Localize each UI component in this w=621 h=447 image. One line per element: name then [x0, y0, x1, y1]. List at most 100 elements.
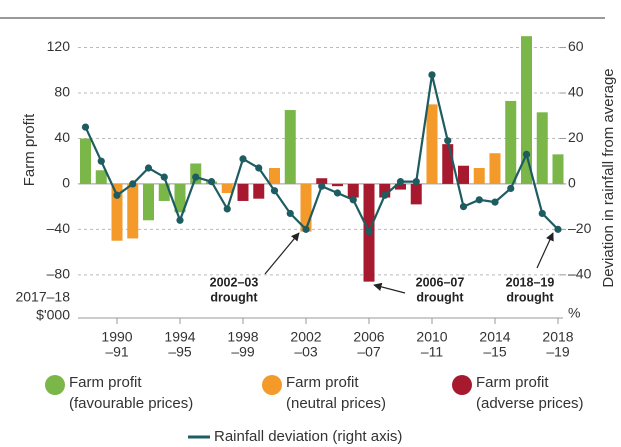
bar [489, 153, 501, 184]
bar [158, 183, 170, 201]
rainfall-point [333, 189, 342, 197]
rainfall-point [396, 178, 405, 186]
bar [521, 36, 532, 184]
bar [253, 183, 265, 199]
rainfall-point [428, 71, 436, 79]
bar [536, 112, 548, 184]
y2-axis-title: Deviation in rainfall from average [600, 68, 617, 287]
legend-swatch [452, 375, 472, 395]
rainfall-point [176, 216, 184, 224]
rainfall-line [84, 74, 559, 235]
x-tick-label: –03 [294, 344, 318, 360]
legend-label: Rainfall deviation (right axis) [214, 428, 402, 445]
legend-swatch [262, 375, 282, 395]
rainfall-point [554, 225, 562, 233]
y2-tick-label: 60 [568, 38, 584, 54]
y-tick-label: 120 [47, 38, 71, 54]
annotation: 2018–19 [506, 275, 555, 289]
bar [505, 100, 517, 184]
bar [80, 138, 91, 184]
rainfall-point [223, 205, 231, 213]
bar [127, 183, 139, 239]
rainfall-point [491, 198, 499, 206]
annotation: drought [506, 290, 554, 304]
legend-label: (neutral prices) [286, 395, 386, 412]
y-tick-label: –80 [47, 266, 71, 282]
bar [473, 168, 485, 184]
rainfall-point [270, 187, 279, 195]
x-tick-label: –11 [421, 344, 444, 360]
annotation: 2002–03 [210, 275, 259, 289]
rainfall-point [239, 155, 247, 163]
x-tick-label: –95 [168, 344, 192, 360]
bar [347, 183, 359, 198]
rainfall-point [129, 180, 137, 188]
legend-label: (adverse prices) [476, 395, 584, 412]
y2-unit: % [568, 305, 580, 321]
y-axis-title: Farm profit [21, 113, 38, 186]
rainfall-point [349, 196, 357, 204]
bar [111, 183, 123, 241]
annotation: drought [210, 290, 258, 304]
y2-tick-label: 20 [568, 129, 584, 145]
rainfall-point [302, 225, 310, 233]
x-tick-label: 2018 [542, 329, 573, 345]
x-tick-label: 2010 [416, 329, 447, 345]
y2-tick-label: –20 [568, 220, 592, 236]
rainfall-point [255, 164, 263, 172]
legend-label: (favourable prices) [69, 395, 193, 412]
rainfall-point [522, 150, 531, 158]
rainfall-point [160, 173, 168, 181]
bar [95, 170, 107, 184]
x-tick-label: 1990 [101, 329, 132, 345]
x-tick-label: 2006 [353, 329, 384, 345]
rainfall-point [318, 182, 326, 190]
x-tick-label: –07 [357, 344, 381, 360]
x-tick-label: 1998 [227, 329, 258, 345]
annotation: drought [416, 290, 464, 304]
rainfall-point [507, 184, 515, 193]
bar [426, 104, 438, 184]
x-tick-label: –19 [546, 344, 570, 360]
rainfall-point [475, 196, 483, 204]
bar [143, 183, 154, 221]
y2-tick-label: –40 [568, 266, 592, 282]
y-tick-label: 0 [62, 175, 70, 191]
x-tick-label: –91 [105, 344, 129, 360]
y-tick-label: –40 [47, 220, 71, 236]
x-tick-label: –15 [483, 344, 507, 360]
bar [237, 183, 249, 201]
rainfall-point [412, 178, 420, 186]
y-tick-label: 80 [54, 84, 70, 100]
bar [379, 183, 391, 198]
bar [174, 183, 186, 213]
bar [552, 154, 564, 184]
rainfall-point [381, 191, 389, 199]
y2-tick-label: 40 [568, 84, 584, 100]
rainfall-point [97, 157, 105, 165]
bar [410, 183, 422, 205]
x-tick-label: 2002 [290, 329, 321, 345]
rainfall-point [365, 228, 373, 236]
rainfall-point [207, 178, 216, 186]
bar [332, 183, 343, 187]
bar [269, 168, 280, 184]
annotation-arrow [264, 232, 300, 275]
rainfall-point [444, 137, 452, 145]
rainfall-point [113, 191, 121, 199]
bar [458, 165, 469, 184]
bar [316, 178, 328, 184]
rainfall-point [459, 203, 468, 211]
bar [221, 183, 233, 193]
bar [395, 183, 406, 190]
rainfall-point [538, 209, 546, 218]
y-unit: $'000 [36, 307, 70, 323]
rainfall-point [192, 173, 200, 181]
rainfall-point [81, 123, 90, 131]
legend-swatch [45, 375, 65, 395]
bar [300, 183, 312, 232]
x-tick-label: 1994 [164, 329, 195, 345]
bar [442, 144, 454, 184]
x-tick-label: –99 [231, 344, 255, 360]
